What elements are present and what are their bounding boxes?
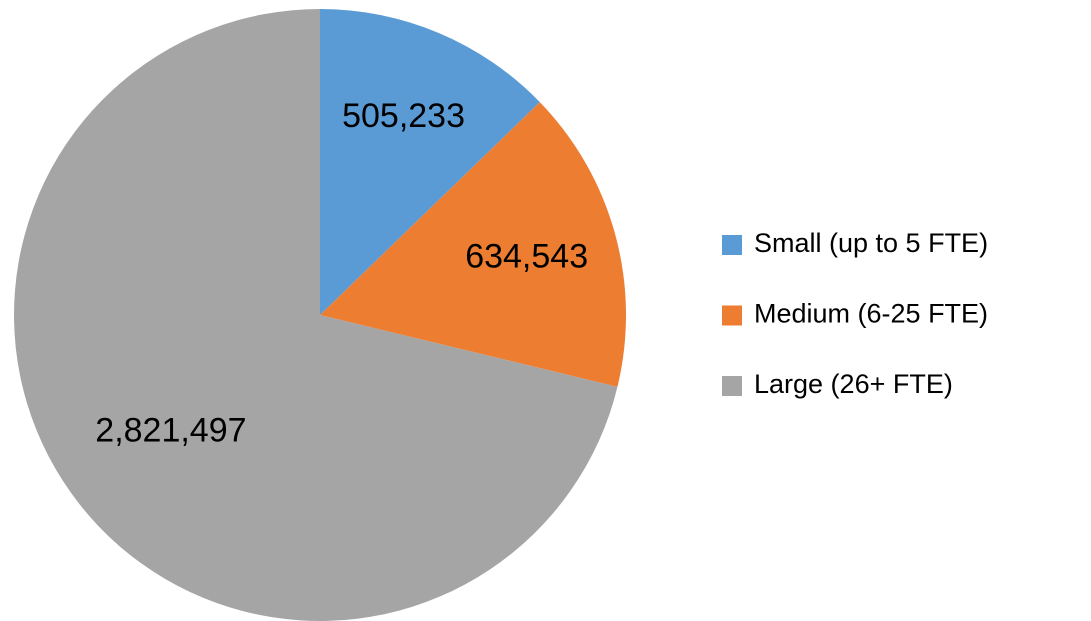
data-label: 505,233 (342, 97, 465, 135)
legend-label: Small (up to 5 FTE) (754, 228, 988, 258)
legend-swatch (722, 235, 742, 255)
pie-slice (320, 9, 540, 315)
legend-label: Large (26+ FTE) (754, 369, 953, 399)
legend-label: Medium (6-25 FTE) (754, 299, 988, 329)
data-label: 2,821,497 (95, 411, 246, 449)
pie-slice (320, 102, 627, 387)
legend-swatch (722, 305, 742, 326)
data-label: 634,543 (465, 238, 588, 276)
pie-slice (14, 9, 618, 621)
legend-swatch (722, 376, 742, 396)
